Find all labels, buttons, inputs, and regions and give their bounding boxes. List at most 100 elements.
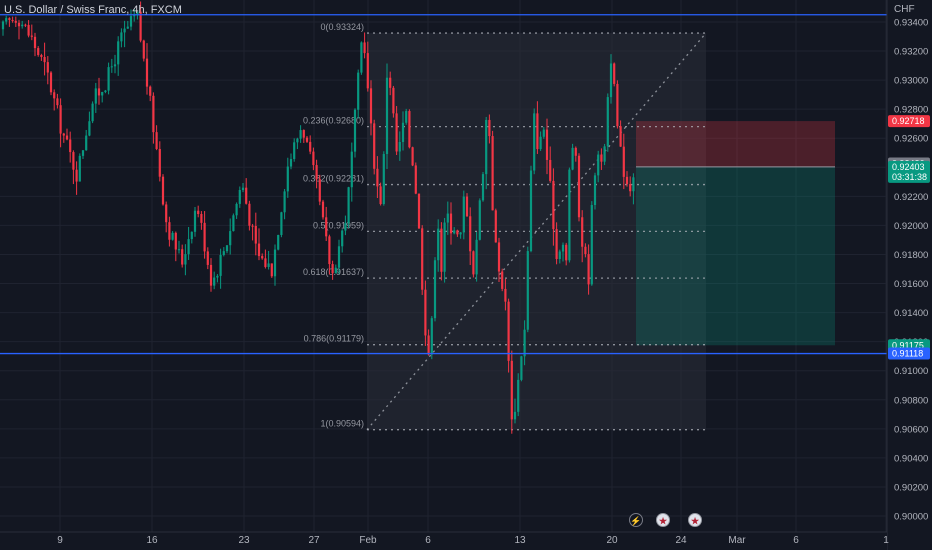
candle-body [37, 48, 40, 55]
candle-body [184, 254, 187, 265]
candle-body [8, 18, 11, 20]
candle-body [488, 119, 491, 137]
candle-body [241, 187, 245, 191]
candle-body [395, 113, 398, 152]
candle-body [136, 11, 139, 16]
price-tick-label: 0.92200 [894, 192, 928, 203]
candle-body [625, 176, 629, 185]
horizontal-lines[interactable] [0, 14, 887, 355]
candle-body [405, 111, 408, 123]
price-label-text: 0.92403 [892, 162, 925, 172]
candle-body [91, 103, 94, 122]
price-tick-label: 0.93200 [894, 47, 928, 58]
candle-body [81, 150, 85, 156]
candle-body [453, 230, 456, 234]
price-label-text: 0.92718 [892, 116, 925, 126]
candle-body [33, 36, 37, 49]
short-position-tool[interactable] [636, 121, 835, 346]
price-tick-label: 0.93000 [894, 76, 928, 87]
price-axis[interactable]: 0.93400 0.93200 0.93000 0.92800 0.92600 0.924… [886, 0, 932, 550]
candle-body [113, 64, 117, 67]
stop-loss-zone[interactable] [636, 121, 835, 167]
candle-body [248, 203, 251, 226]
candle-body [325, 217, 328, 237]
fib-retracement[interactable]: 0(0.93324) 0.236(0.92680) 0.382(0.92281) 0.… [303, 22, 707, 431]
candle-body [219, 254, 222, 276]
candle-body [613, 63, 616, 84]
candle-body [424, 289, 427, 336]
candle-body [629, 184, 632, 192]
candle-body [5, 18, 8, 22]
us-flag-icon[interactable]: ★ [688, 513, 702, 527]
price-tick-label: 0.90600 [894, 424, 928, 435]
time-axis-background [0, 532, 887, 550]
time-tick-label: 1 [883, 535, 889, 546]
time-axis[interactable]: 9 16 23 27 Feb 6 13 20 24 Mar 6 1 [0, 531, 889, 550]
take-profit-zone[interactable] [636, 166, 835, 346]
candle-body [49, 72, 53, 93]
lightning-icon[interactable]: ⚡ [629, 513, 643, 527]
candle-body [593, 175, 597, 206]
candle-body [30, 35, 33, 37]
fib-level-label: 1(0.90594) [320, 419, 364, 429]
fib-level-label: 0.236(0.92680) [303, 116, 364, 126]
candle-body [363, 42, 366, 54]
candle-body [497, 242, 501, 272]
candle-body [235, 203, 238, 216]
candle-body [289, 159, 293, 167]
candle-body [97, 88, 101, 96]
candle-body [577, 155, 581, 218]
candle-body [449, 213, 453, 234]
candle-body [443, 222, 446, 272]
candle-body [1, 21, 5, 30]
candle-body [440, 228, 443, 272]
candle-body [251, 225, 254, 227]
candle-body [350, 151, 353, 188]
candle-body [238, 190, 241, 204]
candle-body [168, 222, 171, 240]
candle-body [472, 251, 475, 275]
candle-body [536, 113, 539, 150]
candle-body [587, 254, 590, 285]
candle-body [264, 258, 267, 267]
us-flag-icon[interactable]: ★ [656, 513, 670, 527]
candle-body [552, 180, 555, 230]
candle-body [78, 155, 81, 182]
price-tick-label: 0.91000 [894, 366, 928, 377]
candle-body [283, 191, 286, 213]
candle-body [597, 154, 600, 176]
candle-body [337, 246, 341, 268]
candle-body [120, 32, 123, 42]
candle-body [14, 20, 17, 23]
candle-body [376, 168, 379, 187]
candle-body [174, 232, 177, 250]
price-label-badge [888, 160, 930, 183]
candle-body [43, 57, 46, 63]
price-tick-label: 0.90400 [894, 453, 928, 464]
candle-body [369, 88, 373, 124]
time-tick-label: 23 [238, 535, 250, 546]
candle-body [513, 411, 517, 420]
price-tick-label: 0.92600 [894, 134, 928, 145]
time-tick-label: 6 [425, 535, 431, 546]
candle-body [46, 62, 49, 73]
candle-body [142, 40, 145, 59]
symbol-title[interactable]: U.S. Dollar / Swiss Franc, 4h, FXCM [4, 4, 182, 16]
candle-body [305, 137, 309, 142]
currency-label: CHF [894, 4, 915, 15]
candle-body [309, 141, 312, 152]
candle-body [331, 264, 334, 274]
time-tick-label: 9 [57, 535, 63, 546]
candle-body [366, 53, 369, 89]
candle-body [107, 67, 110, 91]
candle-body [462, 196, 465, 233]
candle-body [344, 223, 347, 231]
candle-body [53, 92, 56, 99]
candle-body [286, 166, 289, 192]
candle-body [232, 215, 235, 232]
candle-body [123, 28, 126, 33]
price-axis-background [887, 0, 932, 550]
candle-body [389, 77, 392, 88]
